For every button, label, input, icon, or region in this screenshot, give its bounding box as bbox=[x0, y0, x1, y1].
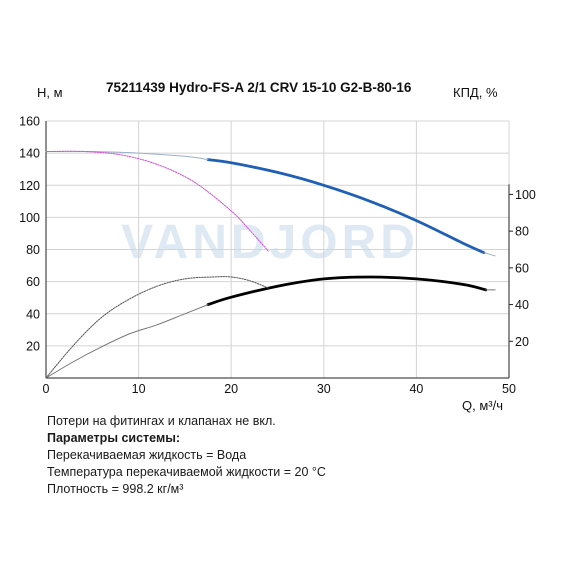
series-line-3 bbox=[45, 150, 269, 252]
series-line-7 bbox=[45, 276, 269, 379]
y-left-tick-label: 80 bbox=[26, 243, 40, 257]
x-tick-label: 40 bbox=[409, 382, 423, 396]
series-line-0 bbox=[206, 158, 486, 255]
series-line-5 bbox=[45, 304, 209, 379]
x-tick-label: 30 bbox=[317, 382, 331, 396]
x-tick-label: 10 bbox=[132, 382, 146, 396]
y-left-tick-label: 60 bbox=[26, 275, 40, 289]
series-line-4 bbox=[206, 275, 488, 306]
y-right-tick-label: 40 bbox=[515, 298, 529, 312]
y-right-tick-label: 20 bbox=[515, 335, 529, 349]
chart-watermark: VANDJORD bbox=[121, 216, 419, 269]
notes-density-line: Плотность = 998.2 кг/м³ bbox=[47, 482, 184, 496]
notes-temperature-line: Температура перекачиваемой жидкости = 20… bbox=[47, 465, 326, 479]
y-left-tick-label: 40 bbox=[26, 307, 40, 321]
y-left-tick-label: 140 bbox=[19, 147, 40, 161]
notes-fluid-line: Перекачиваемая жидкость = Вода bbox=[47, 448, 247, 462]
chart-tick-labels: 0 10 20 30 40 50 20 40 60 80 100 120 140 160 20 40 60 80 1… bbox=[19, 115, 536, 397]
series-line-2 bbox=[483, 252, 496, 257]
x-axis-label: Q, м³/ч bbox=[462, 398, 503, 413]
chart-title: 75211439 Hydro-FS-A 2/1 CRV 15-10 G2-B-8… bbox=[106, 80, 412, 95]
notes-heading: Параметры системы: bbox=[47, 431, 181, 445]
y-axis-left-label: Н, м bbox=[37, 85, 63, 100]
chart-axes bbox=[45, 121, 513, 379]
system-notes: Потери на фитингах и клапанах не вкл. Па… bbox=[47, 413, 326, 498]
y-right-tick-label: 80 bbox=[515, 225, 529, 239]
y-left-tick-label: 120 bbox=[19, 179, 40, 193]
y-right-tick-label: 60 bbox=[515, 261, 529, 275]
x-tick-label: 50 bbox=[502, 382, 516, 396]
x-tick-label: 0 bbox=[43, 382, 50, 396]
y-left-tick-label: 160 bbox=[19, 115, 40, 129]
y-right-tick-label: 100 bbox=[515, 188, 536, 202]
chart-grid bbox=[46, 120, 510, 378]
notes-fittings-line: Потери на фитингах и клапанах не вкл. bbox=[47, 414, 276, 428]
y-left-tick-label: 100 bbox=[19, 211, 40, 225]
chart-series bbox=[45, 150, 496, 379]
y-axis-right-label: КПД, % bbox=[453, 85, 498, 100]
y-left-tick-label: 20 bbox=[26, 339, 40, 353]
x-tick-label: 20 bbox=[224, 382, 238, 396]
